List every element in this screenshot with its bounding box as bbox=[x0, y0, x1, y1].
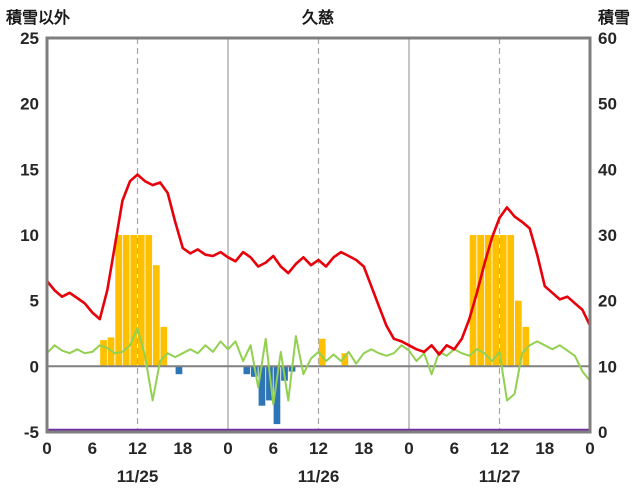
svg-text:50: 50 bbox=[598, 95, 617, 114]
svg-text:6: 6 bbox=[450, 439, 459, 458]
right-axis-tick-labels: 60 50 40 30 20 10 0 bbox=[598, 29, 617, 442]
left-axis-tick-labels: 25 20 15 10 5 0 -5 bbox=[20, 29, 39, 442]
svg-text:18: 18 bbox=[535, 439, 554, 458]
svg-text:11/26: 11/26 bbox=[298, 467, 340, 486]
orange-bars bbox=[100, 235, 530, 367]
svg-text:0: 0 bbox=[223, 439, 232, 458]
svg-text:6: 6 bbox=[88, 439, 97, 458]
svg-text:-5: -5 bbox=[24, 423, 39, 442]
date-labels: 11/25 11/26 11/27 bbox=[117, 467, 521, 486]
svg-text:25: 25 bbox=[20, 29, 39, 48]
plot-border bbox=[45, 36, 592, 434]
svg-text:18: 18 bbox=[354, 439, 373, 458]
svg-text:10: 10 bbox=[20, 226, 39, 245]
left-axis-title: 積雪以外 bbox=[6, 10, 71, 27]
svg-text:0: 0 bbox=[30, 357, 39, 376]
svg-text:20: 20 bbox=[598, 292, 617, 311]
svg-text:11/27: 11/27 bbox=[479, 467, 521, 486]
svg-text:10: 10 bbox=[598, 357, 617, 376]
svg-text:6: 6 bbox=[269, 439, 278, 458]
svg-text:0: 0 bbox=[585, 439, 594, 458]
svg-text:15: 15 bbox=[20, 160, 39, 179]
svg-text:0: 0 bbox=[42, 439, 51, 458]
svg-text:12: 12 bbox=[309, 439, 328, 458]
red-line bbox=[45, 173, 592, 356]
svg-text:40: 40 bbox=[598, 160, 617, 179]
svg-text:0: 0 bbox=[404, 439, 413, 458]
svg-text:12: 12 bbox=[128, 439, 147, 458]
svg-text:11/25: 11/25 bbox=[117, 467, 159, 486]
svg-text:20: 20 bbox=[20, 95, 39, 114]
svg-text:0: 0 bbox=[598, 423, 607, 442]
right-axis-title: 積雪 bbox=[597, 10, 630, 27]
chart-title: 久慈 bbox=[301, 10, 334, 27]
svg-text:12: 12 bbox=[490, 439, 509, 458]
svg-text:30: 30 bbox=[598, 226, 617, 245]
svg-text:60: 60 bbox=[598, 29, 617, 48]
svg-text:18: 18 bbox=[173, 439, 192, 458]
svg-text:5: 5 bbox=[30, 292, 39, 311]
green-line bbox=[46, 327, 591, 406]
hour-tick-labels: 0 6 12 18 0 6 12 18 0 6 12 18 0 bbox=[42, 439, 594, 458]
